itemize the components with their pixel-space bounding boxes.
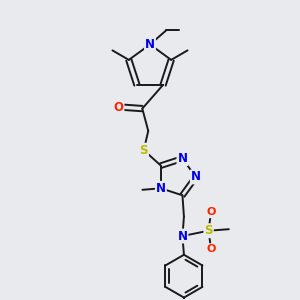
Text: N: N <box>145 38 155 51</box>
Text: N: N <box>156 182 166 195</box>
Text: S: S <box>140 144 148 157</box>
Text: O: O <box>206 244 216 254</box>
Text: N: N <box>177 152 188 165</box>
Text: S: S <box>204 224 213 237</box>
Text: N: N <box>191 170 201 184</box>
Text: O: O <box>113 100 124 114</box>
Text: O: O <box>206 207 216 217</box>
Text: N: N <box>177 230 188 242</box>
